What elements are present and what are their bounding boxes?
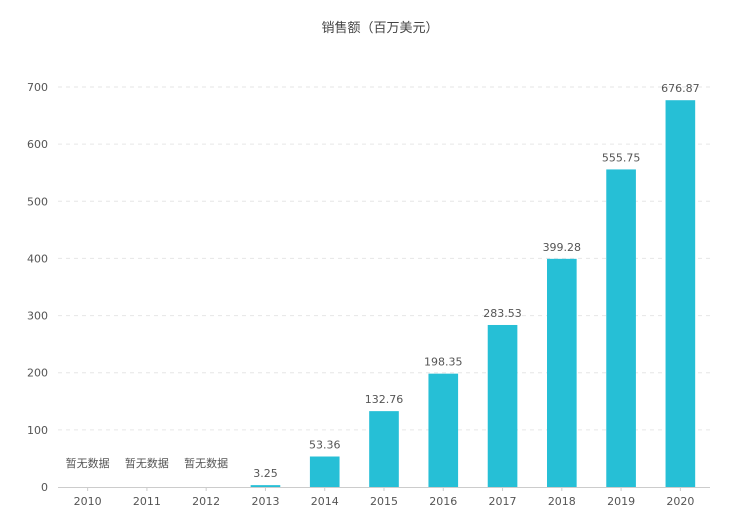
y-tick-label: 100 [27,424,48,437]
x-tick-label: 2014 [311,495,339,508]
data-label: 676.87 [661,82,700,95]
bar [309,456,340,487]
x-tick-label: 2016 [429,495,457,508]
x-tick-label: 2020 [666,495,694,508]
y-tick-label: 0 [41,481,48,494]
data-label: 198.35 [424,356,463,369]
x-tick-label: 2019 [607,495,635,508]
bar [250,485,281,487]
data-label: 283.53 [483,307,522,320]
bar [428,373,459,487]
y-axis: 0 100 200 300 400 500 600 700 [27,81,48,494]
data-label: 暂无数据 [184,456,228,470]
bar [369,411,399,487]
bars [250,100,696,488]
chart-title: 销售额（百万美元） [321,20,438,36]
bar [487,324,518,487]
data-label: 53.36 [309,439,341,452]
data-label: 399.28 [543,241,582,254]
x-tick-label: 2012 [192,495,220,508]
x-tick-label: 2011 [133,495,161,508]
y-tick-label: 200 [27,367,48,380]
bar [606,169,636,487]
y-tick-label: 600 [27,138,48,151]
x-tick-label: 2010 [74,495,102,508]
x-axis: 2010 2011 2012 2013 2014 2015 2016 2017 2018 2019… [58,487,710,508]
y-tick-label: 700 [27,81,48,94]
x-tick-label: 2015 [370,495,398,508]
y-tick-label: 500 [27,195,48,208]
x-tick-label: 2013 [251,495,279,508]
x-tick-label: 2018 [548,495,576,508]
data-label: 555.75 [602,151,641,164]
data-label: 132.76 [365,393,404,406]
y-tick-label: 300 [27,310,48,323]
data-label: 3.25 [253,467,278,480]
x-tick-label: 2017 [489,495,517,508]
bar [665,100,696,488]
data-labels: 暂无数据 暂无数据 暂无数据 3.25 53.36 132.76 198.35 283.53 3… [66,82,700,480]
data-label: 暂无数据 [66,456,110,470]
data-label: 暂无数据 [125,456,169,470]
bar [547,258,577,487]
y-tick-label: 400 [27,252,48,265]
